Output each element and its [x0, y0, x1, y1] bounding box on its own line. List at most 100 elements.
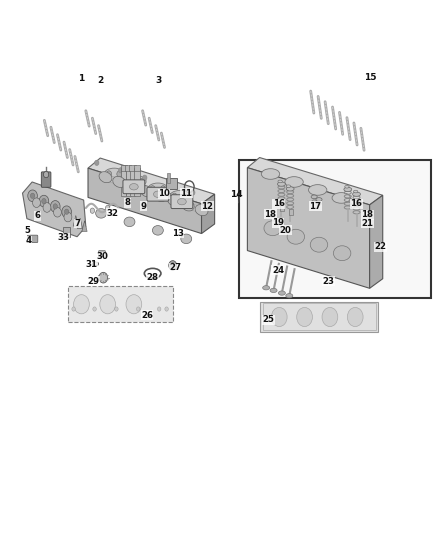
Circle shape	[32, 198, 40, 207]
Polygon shape	[88, 158, 215, 204]
Ellipse shape	[316, 198, 322, 201]
Text: 9: 9	[141, 202, 146, 211]
Circle shape	[139, 178, 144, 184]
Circle shape	[74, 295, 89, 314]
Polygon shape	[22, 182, 86, 237]
Ellipse shape	[130, 183, 138, 190]
Polygon shape	[82, 221, 87, 231]
Bar	[68, 286, 173, 322]
Bar	[130, 165, 136, 171]
Ellipse shape	[124, 217, 135, 227]
Circle shape	[160, 185, 166, 192]
Ellipse shape	[311, 195, 317, 199]
Text: 15: 15	[364, 73, 376, 82]
Ellipse shape	[168, 195, 180, 206]
Circle shape	[95, 160, 99, 165]
Text: 14: 14	[230, 190, 243, 199]
Bar	[126, 168, 131, 196]
FancyBboxPatch shape	[27, 235, 38, 243]
Bar	[63, 227, 70, 237]
Ellipse shape	[332, 192, 350, 203]
Circle shape	[347, 308, 363, 327]
Ellipse shape	[317, 203, 321, 205]
Circle shape	[137, 307, 140, 311]
Circle shape	[106, 171, 112, 177]
Ellipse shape	[177, 198, 186, 205]
Ellipse shape	[195, 205, 208, 216]
Circle shape	[53, 204, 57, 209]
Ellipse shape	[127, 181, 139, 192]
Polygon shape	[88, 168, 201, 233]
Circle shape	[143, 175, 147, 180]
Ellipse shape	[152, 225, 163, 235]
Ellipse shape	[104, 168, 124, 180]
Ellipse shape	[285, 176, 303, 187]
Ellipse shape	[264, 221, 282, 236]
Ellipse shape	[286, 187, 294, 191]
FancyBboxPatch shape	[99, 251, 106, 257]
Polygon shape	[247, 167, 370, 288]
FancyBboxPatch shape	[123, 180, 145, 193]
Polygon shape	[201, 194, 215, 233]
Text: 21: 21	[361, 219, 374, 228]
Circle shape	[64, 209, 69, 214]
Ellipse shape	[113, 176, 126, 188]
Circle shape	[43, 203, 51, 212]
Ellipse shape	[344, 187, 352, 191]
Circle shape	[182, 193, 187, 199]
FancyBboxPatch shape	[147, 187, 169, 201]
Text: 16: 16	[350, 199, 362, 208]
Polygon shape	[78, 218, 83, 229]
Ellipse shape	[278, 180, 283, 183]
FancyBboxPatch shape	[41, 172, 51, 187]
Circle shape	[50, 200, 60, 212]
Ellipse shape	[154, 190, 167, 201]
Circle shape	[43, 171, 49, 177]
Bar	[130, 168, 135, 196]
Text: 17: 17	[309, 202, 321, 211]
Text: 22: 22	[374, 243, 387, 252]
Circle shape	[90, 208, 95, 213]
Text: 4: 4	[25, 237, 31, 246]
Ellipse shape	[353, 192, 360, 196]
Text: 23: 23	[322, 277, 334, 286]
Ellipse shape	[287, 229, 304, 244]
Text: 27: 27	[169, 263, 181, 272]
Circle shape	[117, 171, 122, 177]
Polygon shape	[370, 195, 383, 288]
Circle shape	[28, 190, 37, 201]
Ellipse shape	[170, 190, 190, 202]
Text: 12: 12	[201, 202, 213, 211]
Bar	[263, 303, 376, 330]
Ellipse shape	[308, 184, 327, 195]
Ellipse shape	[148, 183, 168, 195]
Circle shape	[272, 308, 287, 327]
Bar	[125, 165, 131, 171]
Ellipse shape	[270, 288, 277, 293]
Bar	[289, 208, 293, 215]
Bar	[261, 302, 378, 332]
Text: 3: 3	[155, 76, 162, 85]
Text: 5: 5	[24, 226, 30, 235]
Circle shape	[169, 261, 177, 270]
Circle shape	[172, 193, 177, 199]
Ellipse shape	[181, 234, 192, 244]
Ellipse shape	[345, 185, 349, 188]
Circle shape	[39, 195, 49, 207]
FancyBboxPatch shape	[171, 195, 193, 208]
Polygon shape	[247, 158, 383, 205]
Ellipse shape	[353, 190, 358, 193]
Ellipse shape	[333, 246, 351, 261]
Ellipse shape	[181, 200, 194, 211]
Circle shape	[297, 308, 312, 327]
Bar	[239, 160, 431, 298]
Circle shape	[42, 198, 46, 204]
Bar	[166, 173, 170, 182]
Text: 24: 24	[272, 266, 284, 274]
Text: 13: 13	[172, 229, 184, 238]
Ellipse shape	[286, 185, 290, 188]
Text: 25: 25	[262, 315, 274, 324]
Circle shape	[191, 190, 195, 195]
Text: 8: 8	[124, 198, 131, 207]
Ellipse shape	[279, 291, 286, 295]
